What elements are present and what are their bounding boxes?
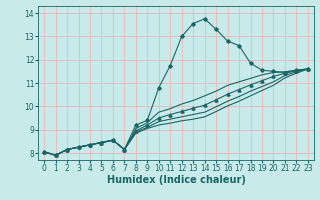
X-axis label: Humidex (Indice chaleur): Humidex (Indice chaleur) xyxy=(107,175,245,185)
